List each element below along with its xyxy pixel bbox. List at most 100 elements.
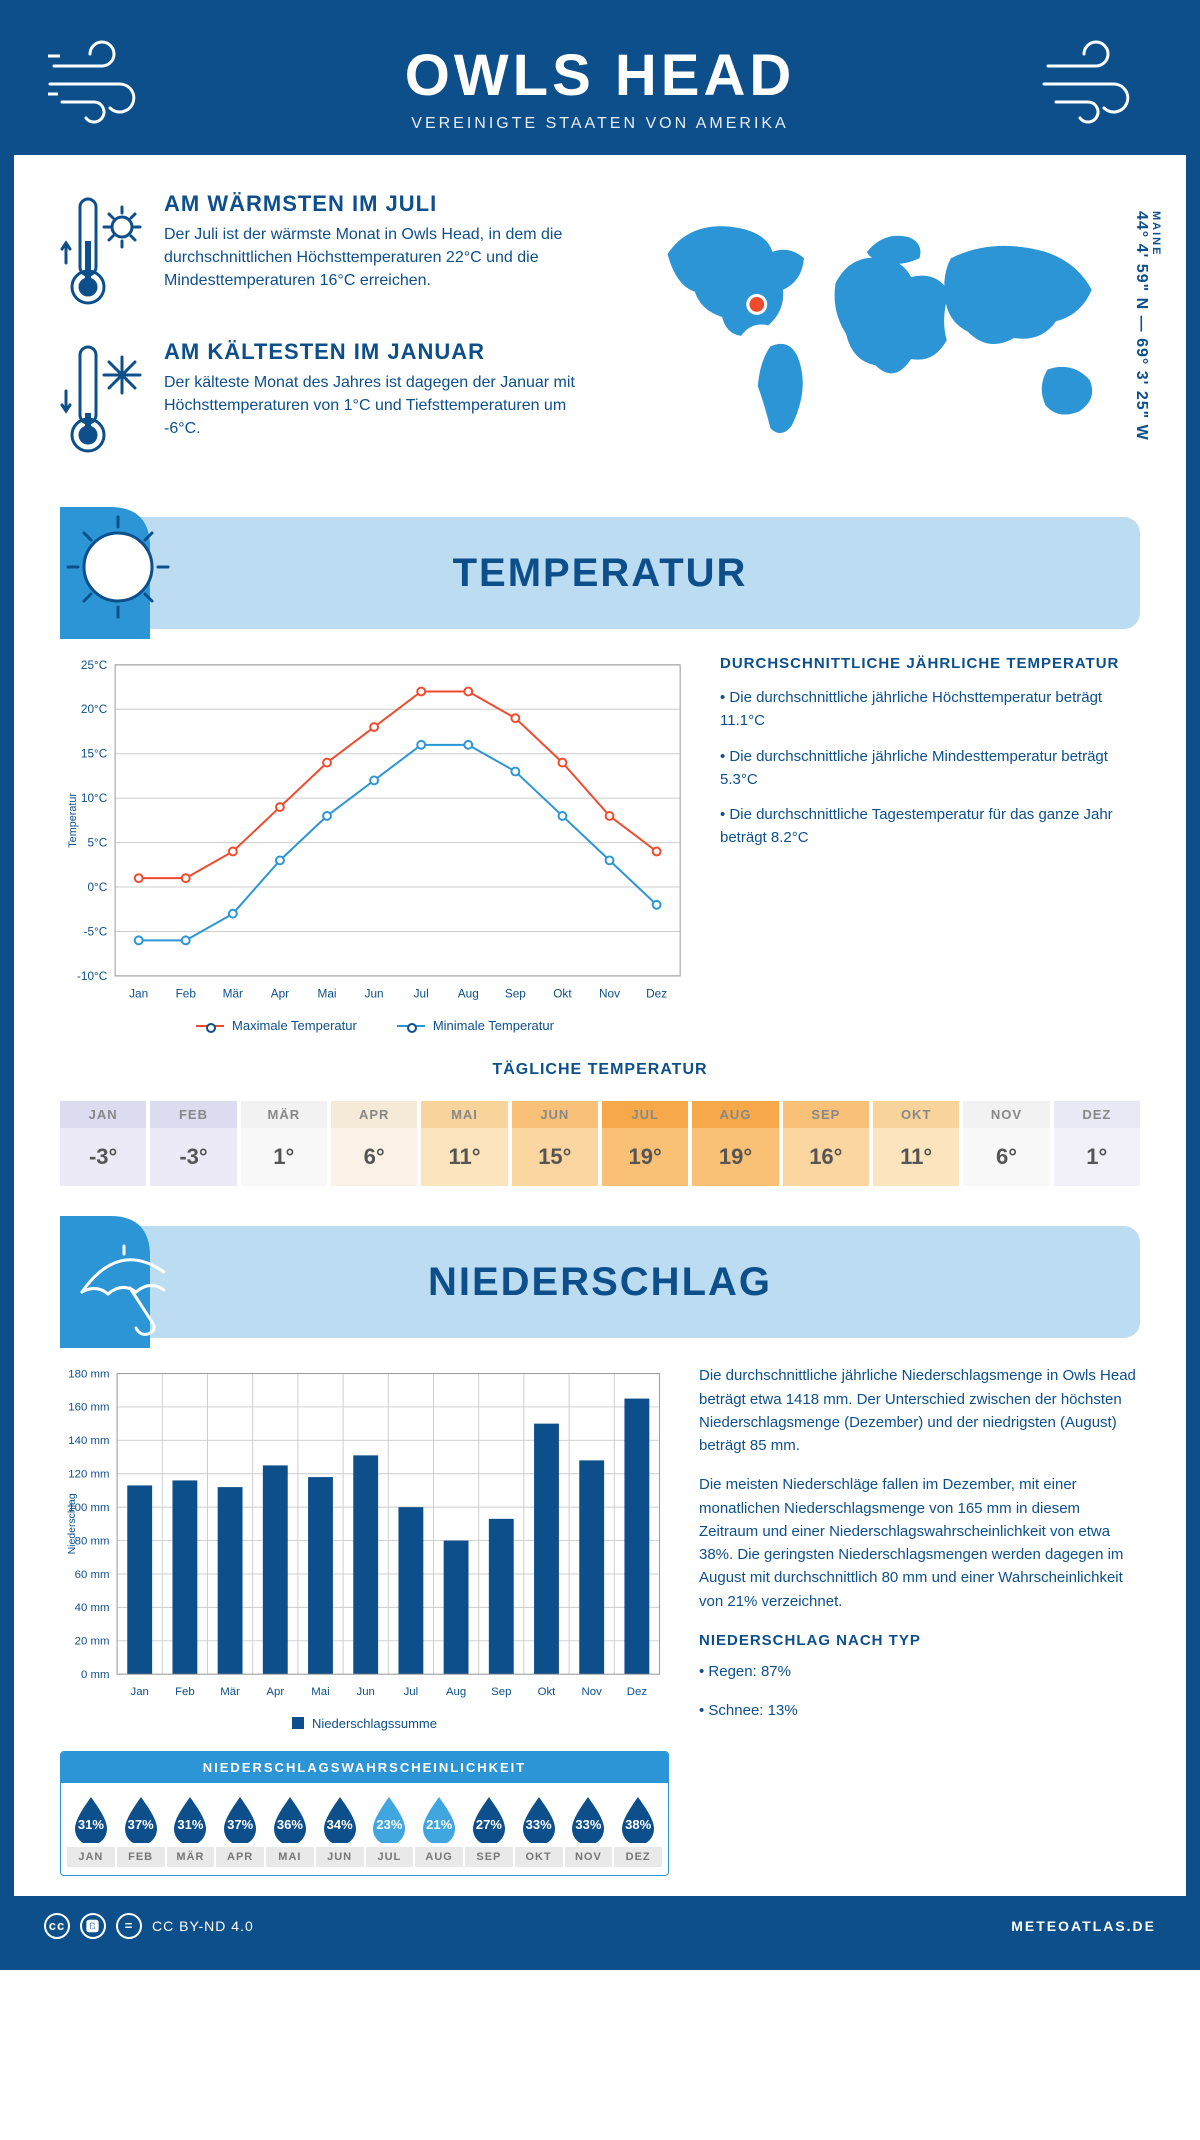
daily-temp-cell: NOV 6° bbox=[963, 1093, 1049, 1186]
precip-prob-cell: 33% NOV bbox=[565, 1795, 613, 1867]
fact-cold-body: Der kälteste Monat des Jahres ist dagege… bbox=[164, 371, 606, 441]
avg-temp-heading: DURCHSCHNITTLICHE JÄHRLICHE TEMPERATUR bbox=[720, 655, 1140, 672]
precip-prob-cell: 36% MAI bbox=[266, 1795, 314, 1867]
daily-temp-cell: SEP 16° bbox=[783, 1093, 869, 1186]
daily-temp-cell: AUG 19° bbox=[692, 1093, 778, 1186]
avg-temp-bullet: • Die durchschnittliche jährliche Höchst… bbox=[720, 686, 1140, 733]
svg-text:Mär: Mär bbox=[223, 987, 243, 1001]
svg-text:Apr: Apr bbox=[271, 987, 289, 1001]
svg-text:20 mm: 20 mm bbox=[75, 1636, 110, 1648]
precip-prob-cell: 37% APR bbox=[216, 1795, 264, 1867]
by-icon: 🅱 bbox=[80, 1913, 106, 1939]
svg-text:Temperatur: Temperatur bbox=[67, 793, 79, 848]
precip-probability-box: NIEDERSCHLAGSWAHRSCHEINLICHKEIT 31% JAN … bbox=[60, 1751, 669, 1876]
svg-text:0 mm: 0 mm bbox=[81, 1669, 110, 1681]
avg-temp-bullet: • Die durchschnittliche Tagestemperatur … bbox=[720, 803, 1140, 850]
precip-prob-cell: 34% JUN bbox=[316, 1795, 364, 1867]
nd-icon: = bbox=[116, 1913, 142, 1939]
raindrop-icon: 31% bbox=[170, 1795, 210, 1843]
raindrop-icon: 31% bbox=[71, 1795, 111, 1843]
daily-temp-cell: APR 6° bbox=[331, 1093, 417, 1186]
svg-text:15°C: 15°C bbox=[81, 747, 108, 761]
section-banner-temperature: TEMPERATUR bbox=[60, 517, 1140, 629]
precip-prob-cell: 37% FEB bbox=[117, 1795, 165, 1867]
avg-temp-bullet: • Die durchschnittliche jährliche Mindes… bbox=[720, 745, 1140, 792]
svg-text:-10°C: -10°C bbox=[77, 969, 108, 983]
svg-text:Nov: Nov bbox=[582, 1687, 603, 1699]
page-title: OWLS HEAD bbox=[14, 42, 1186, 109]
svg-text:Dez: Dez bbox=[646, 987, 667, 1001]
daily-temp-cell: MÄR 1° bbox=[241, 1093, 327, 1186]
daily-temp-cell: JUN 15° bbox=[512, 1093, 598, 1186]
precip-prob-cell: 33% OKT bbox=[515, 1795, 563, 1867]
svg-text:Apr: Apr bbox=[266, 1687, 284, 1699]
precip-type-heading: NIEDERSCHLAG NACH TYP bbox=[699, 1629, 1140, 1652]
fact-warm-title: AM WÄRMSTEN IM JULI bbox=[164, 191, 606, 217]
raindrop-icon: 34% bbox=[320, 1795, 360, 1843]
license: cc 🅱 = CC BY-ND 4.0 bbox=[44, 1913, 254, 1939]
daily-temp-cell: DEZ 1° bbox=[1054, 1093, 1140, 1186]
daily-temp-cell: OKT 11° bbox=[873, 1093, 959, 1186]
header: OWLS HEAD VEREINIGTE STAATEN VON AMERIKA bbox=[14, 14, 1186, 155]
fact-warm-body: Der Juli ist der wärmste Monat in Owls H… bbox=[164, 223, 606, 293]
svg-text:Mai: Mai bbox=[311, 1687, 329, 1699]
svg-text:5°C: 5°C bbox=[87, 836, 107, 850]
svg-text:20°C: 20°C bbox=[81, 702, 108, 716]
precip-prob-cell: 23% JUL bbox=[366, 1795, 414, 1867]
raindrop-icon: 27% bbox=[469, 1795, 509, 1843]
svg-text:Niederschlag: Niederschlag bbox=[67, 1494, 78, 1555]
svg-text:120 mm: 120 mm bbox=[68, 1469, 109, 1481]
raindrop-icon: 33% bbox=[519, 1795, 559, 1843]
site-name: METEOATLAS.DE bbox=[1011, 1918, 1156, 1934]
svg-text:Nov: Nov bbox=[599, 987, 620, 1001]
daily-temp-cell: JAN -3° bbox=[60, 1093, 146, 1186]
fact-warmest: AM WÄRMSTEN IM JULI Der Juli ist der wär… bbox=[60, 191, 606, 311]
precip-prob-cell: 31% MÄR bbox=[167, 1795, 215, 1867]
daily-temp-table: JAN -3° FEB -3° MÄR 1° APR 6° MAI 11° JU… bbox=[60, 1093, 1140, 1186]
fact-coldest: AM KÄLTESTEN IM JANUAR Der kälteste Mona… bbox=[60, 339, 606, 459]
umbrella-icon bbox=[60, 1216, 190, 1348]
svg-text:Aug: Aug bbox=[458, 987, 479, 1001]
license-text: CC BY-ND 4.0 bbox=[152, 1918, 254, 1934]
footer: cc 🅱 = CC BY-ND 4.0 METEOATLAS.DE bbox=[14, 1896, 1186, 1956]
section-banner-precip: NIEDERSCHLAG bbox=[60, 1226, 1140, 1338]
daily-temp-cell: JUL 19° bbox=[602, 1093, 688, 1186]
svg-text:Feb: Feb bbox=[176, 987, 197, 1001]
svg-text:Mai: Mai bbox=[318, 987, 337, 1001]
raindrop-icon: 37% bbox=[121, 1795, 161, 1843]
thermometer-cold-icon bbox=[60, 339, 146, 459]
svg-text:Mär: Mär bbox=[220, 1687, 240, 1699]
svg-text:40 mm: 40 mm bbox=[75, 1603, 110, 1615]
precip-type-bullet: • Schnee: 13% bbox=[699, 1699, 1140, 1722]
svg-text:160 mm: 160 mm bbox=[68, 1402, 109, 1414]
svg-text:Sep: Sep bbox=[491, 1687, 511, 1699]
temperature-legend: Maximale Temperatur Minimale Temperatur bbox=[60, 1018, 690, 1033]
temperature-heading: TEMPERATUR bbox=[453, 551, 748, 596]
world-map bbox=[636, 191, 1140, 464]
svg-text:Sep: Sep bbox=[505, 987, 526, 1001]
precip-heading: NIEDERSCHLAG bbox=[428, 1260, 772, 1305]
svg-text:Okt: Okt bbox=[553, 987, 572, 1001]
svg-text:Okt: Okt bbox=[538, 1687, 557, 1699]
raindrop-icon: 38% bbox=[618, 1795, 658, 1843]
precip-prob-title: NIEDERSCHLAGSWAHRSCHEINLICHKEIT bbox=[61, 1752, 668, 1783]
precip-bar-chart: 0 mm20 mm40 mm60 mm80 mm100 mm120 mm140 … bbox=[60, 1364, 669, 1707]
svg-text:Jul: Jul bbox=[404, 1687, 419, 1699]
precip-prob-cell: 31% JAN bbox=[67, 1795, 115, 1867]
precip-legend: Niederschlagssumme bbox=[60, 1716, 669, 1731]
daily-temp-title: TÄGLICHE TEMPERATUR bbox=[60, 1061, 1140, 1079]
svg-text:10°C: 10°C bbox=[81, 791, 108, 805]
precip-text: Die durchschnittliche jährliche Niedersc… bbox=[699, 1364, 1140, 1457]
svg-text:Jan: Jan bbox=[130, 1687, 148, 1699]
svg-text:Jun: Jun bbox=[356, 1687, 374, 1699]
svg-text:-5°C: -5°C bbox=[84, 924, 108, 938]
svg-text:60 mm: 60 mm bbox=[75, 1569, 110, 1581]
raindrop-icon: 37% bbox=[220, 1795, 260, 1843]
svg-text:Jan: Jan bbox=[129, 987, 148, 1001]
temperature-line-chart: -10°C-5°C0°C5°C10°C15°C20°C25°CJanFebMär… bbox=[60, 655, 690, 1009]
raindrop-icon: 21% bbox=[419, 1795, 459, 1843]
daily-temp-cell: MAI 11° bbox=[421, 1093, 507, 1186]
cc-icon: cc bbox=[44, 1913, 70, 1939]
coordinates: MAINE 44° 4' 59" N — 69° 3' 25" W bbox=[1132, 211, 1162, 441]
precip-prob-cell: 27% SEP bbox=[465, 1795, 513, 1867]
